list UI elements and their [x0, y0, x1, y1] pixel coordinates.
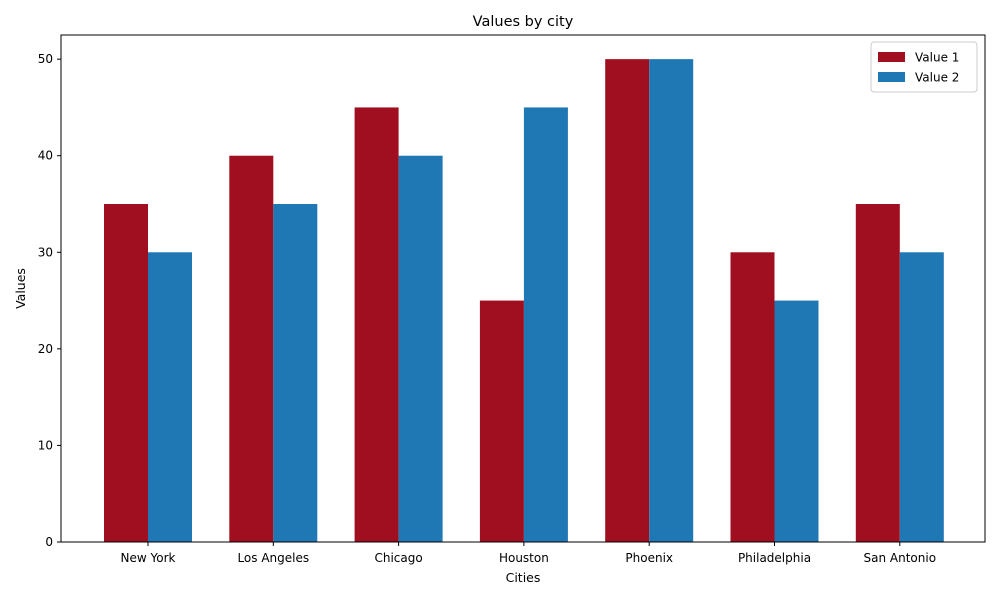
legend-swatch — [878, 72, 905, 82]
axes-layer — [60, 34, 986, 543]
bar-value-2-san-antonio — [899, 252, 944, 543]
y-tick-label: 40 — [38, 149, 53, 163]
bar-value-2-new-york — [148, 252, 192, 543]
bar-value-1-los-angeles — [229, 155, 274, 542]
y-tick-label: 50 — [38, 52, 53, 66]
bar-value-1-new-york — [104, 204, 148, 542]
bar-value-1-phoenix — [605, 59, 650, 543]
bar-value-2-chicago — [398, 155, 443, 542]
plot-frame — [60, 34, 986, 543]
legend-swatch — [878, 52, 905, 62]
x-tick-label: Los Angeles — [237, 551, 309, 565]
bars-layer — [104, 59, 944, 543]
bar-value-2-houston — [523, 107, 568, 542]
y-axis-label: Values — [13, 268, 28, 309]
legend-box — [870, 41, 978, 93]
x-tick-label: Phoenix — [625, 551, 673, 565]
bar-value-1-chicago — [354, 107, 399, 542]
bar-value-2-los-angeles — [273, 204, 318, 542]
y-tick-label: 20 — [38, 342, 53, 356]
x-tick-label: New York — [121, 551, 176, 565]
bar-value-2-philadelphia — [774, 300, 819, 542]
bar-value-1-san-antonio — [855, 204, 900, 542]
ticks-layer: New York Los Angeles Chicago Houston Phoenix… — [38, 52, 936, 565]
bar-value-1-philadelphia — [730, 252, 775, 543]
y-tick-label: 30 — [38, 245, 53, 259]
y-tick-label: 0 — [45, 535, 53, 549]
chart-title: Values by city — [473, 14, 574, 30]
legend-label: Value 2 — [915, 71, 959, 85]
bar-value-1-houston — [479, 300, 524, 542]
legend-label: Value 1 — [915, 51, 959, 65]
bar-value-2-phoenix — [649, 59, 694, 543]
x-tick-label: Philadelphia — [738, 551, 811, 565]
y-tick-label: 10 — [38, 438, 53, 452]
x-tick-label: Chicago — [374, 551, 422, 565]
x-tick-label: San Antonio — [864, 551, 937, 565]
legend: Value 1 Value 2 — [870, 41, 978, 93]
x-tick-label: Houston — [499, 551, 549, 565]
x-axis-label: Cities — [506, 570, 541, 585]
